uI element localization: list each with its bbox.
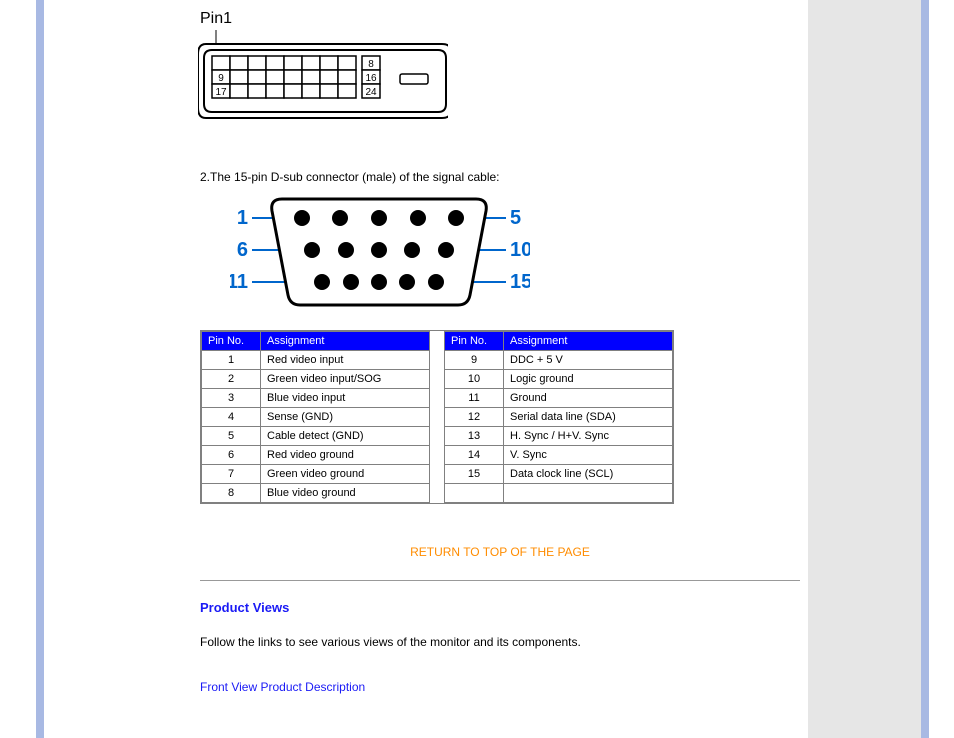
svg-text:15: 15 bbox=[510, 271, 530, 293]
table-row: 14V. Sync bbox=[445, 446, 673, 465]
table-row: 6Red video ground bbox=[202, 446, 430, 465]
table-row: 4Sense (GND) bbox=[202, 408, 430, 427]
product-views-heading: Product Views bbox=[200, 600, 289, 615]
page: Pin1 8 9 16 17 24 2.The 15-pin D-sub con… bbox=[0, 0, 954, 738]
table-row: 13H. Sync / H+V. Sync bbox=[445, 427, 673, 446]
return-to-top-link[interactable]: RETURN TO TOP OF THE PAGE bbox=[200, 545, 800, 559]
left-accent-bar bbox=[36, 0, 44, 738]
col-header-assign: Assignment bbox=[261, 332, 430, 351]
dsub-caption: 2.The 15-pin D-sub connector (male) of t… bbox=[200, 170, 500, 184]
col-header-assign: Assignment bbox=[504, 332, 673, 351]
pin1-label: Pin1 bbox=[200, 10, 232, 28]
svg-text:24: 24 bbox=[365, 87, 377, 98]
table-row: 9DDC + 5 V bbox=[445, 351, 673, 370]
svg-text:9: 9 bbox=[218, 73, 224, 84]
table-row: 7Green video ground bbox=[202, 465, 430, 484]
svg-text:11: 11 bbox=[230, 271, 248, 293]
table-row: 12Serial data line (SDA) bbox=[445, 408, 673, 427]
divider bbox=[200, 580, 800, 581]
dvi-connector-diagram: 8 9 16 17 24 bbox=[198, 30, 448, 130]
svg-text:5: 5 bbox=[510, 207, 521, 229]
product-views-text: Follow the links to see various views of… bbox=[200, 635, 581, 649]
dsub-connector-diagram: 1 6 11 5 10 15 bbox=[230, 195, 530, 315]
table-row bbox=[445, 484, 673, 503]
svg-text:10: 10 bbox=[510, 239, 530, 261]
pin-table-left: Pin No. Assignment 1Red video input 2Gre… bbox=[201, 331, 430, 503]
svg-text:1: 1 bbox=[237, 207, 248, 229]
svg-text:17: 17 bbox=[215, 87, 227, 98]
right-accent-bar bbox=[921, 0, 929, 738]
col-header-pin: Pin No. bbox=[202, 332, 261, 351]
pin-tables: Pin No. Assignment 1Red video input 2Gre… bbox=[200, 330, 674, 504]
table-row: 1Red video input bbox=[202, 351, 430, 370]
svg-text:6: 6 bbox=[237, 239, 248, 261]
table-row: 15Data clock line (SCL) bbox=[445, 465, 673, 484]
table-row: 10Logic ground bbox=[445, 370, 673, 389]
table-row: 11Ground bbox=[445, 389, 673, 408]
front-view-link[interactable]: Front View Product Description bbox=[200, 680, 365, 694]
svg-text:16: 16 bbox=[365, 73, 377, 84]
table-row: 3Blue video input bbox=[202, 389, 430, 408]
pin-table-right: Pin No. Assignment 9DDC + 5 V 10Logic gr… bbox=[444, 331, 673, 503]
svg-text:8: 8 bbox=[368, 59, 374, 70]
right-gray-panel bbox=[808, 0, 921, 738]
table-row: 8Blue video ground bbox=[202, 484, 430, 503]
table-row: 5Cable detect (GND) bbox=[202, 427, 430, 446]
col-header-pin: Pin No. bbox=[445, 332, 504, 351]
table-row: 2Green video input/SOG bbox=[202, 370, 430, 389]
